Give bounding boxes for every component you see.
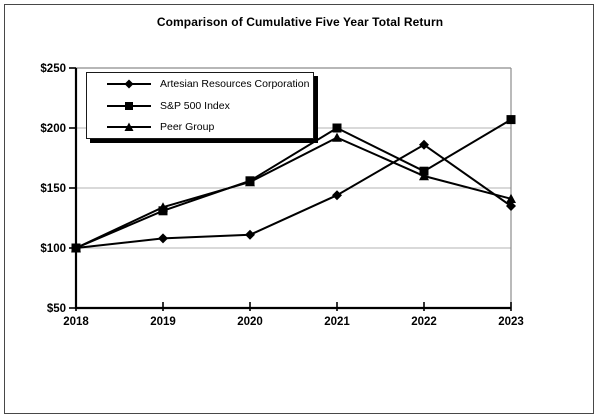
- diamond-marker: [419, 139, 429, 150]
- legend: Artesian Resources Corporation S&P 500 I…: [86, 72, 314, 139]
- x-tick-label: 2023: [498, 316, 524, 328]
- y-tick-label: $150: [40, 183, 66, 195]
- legend-item-sp500: S&P 500 Index: [107, 95, 313, 116]
- legend-label: S&P 500 Index: [160, 99, 230, 112]
- triangle-marker: [332, 132, 342, 142]
- chart-title: Comparison of Cumulative Five Year Total…: [156, 15, 444, 29]
- triangle-marker-icon: [107, 122, 151, 131]
- y-tick-label: $50: [47, 303, 66, 315]
- x-tick-label: 2022: [411, 316, 437, 328]
- diamond-marker: [245, 229, 255, 240]
- triangle-marker: [245, 177, 255, 187]
- legend-label: Artesian Resources Corporation: [160, 78, 310, 90]
- legend-item-peer-group: Peer Group: [107, 117, 313, 138]
- legend-label: Peer Group: [160, 121, 215, 133]
- x-tick-label: 2018: [63, 316, 89, 328]
- square-marker: [506, 115, 516, 125]
- diamond-marker: [158, 233, 168, 244]
- square-marker-icon: [107, 101, 151, 110]
- series-line-triangle: [75, 136, 512, 249]
- diamond-marker-icon: [107, 79, 151, 89]
- x-tick-label: 2020: [237, 316, 263, 328]
- x-tick-label: 2021: [324, 316, 350, 328]
- diamond-marker: [332, 190, 342, 201]
- triangle-marker: [71, 243, 81, 253]
- y-tick-label: $100: [40, 243, 66, 255]
- square-marker: [332, 123, 342, 133]
- legend-item-artesian: Artesian Resources Corporation: [107, 74, 313, 95]
- y-tick-label: $250: [40, 63, 66, 75]
- series-line-diamond: [75, 143, 512, 249]
- y-tick-label: $200: [40, 123, 66, 135]
- diamond-marker: [506, 201, 516, 211]
- triangle-marker: [158, 202, 168, 212]
- x-tick-label: 2019: [150, 316, 176, 328]
- triangle-marker: [506, 193, 516, 203]
- triangle-marker: [419, 171, 429, 181]
- series-line-square: [75, 118, 512, 249]
